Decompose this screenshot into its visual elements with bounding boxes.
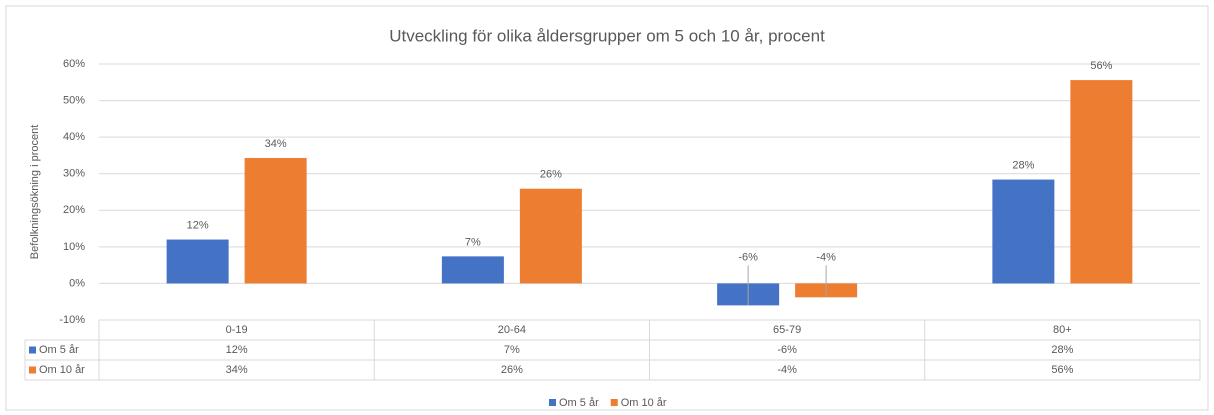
table-cell: 26% — [501, 364, 523, 376]
legend-label: Om 5 år — [559, 397, 599, 409]
table-cell: 12% — [226, 344, 248, 356]
bar — [244, 157, 307, 284]
y-axis-title: Befolkningsökning i procent — [29, 125, 41, 260]
x-tick-label: 80+ — [1053, 324, 1072, 336]
table-cell: 34% — [226, 364, 248, 376]
table-legend-key — [29, 346, 36, 354]
y-tick-label: 0% — [69, 277, 85, 289]
data-label: 26% — [540, 169, 562, 181]
table-cell: 7% — [504, 344, 520, 356]
data-label: 12% — [187, 219, 209, 231]
y-tick-label: 50% — [63, 94, 85, 106]
legend-key — [610, 399, 618, 406]
y-tick-label: 60% — [63, 58, 85, 70]
data-label: 34% — [265, 138, 287, 150]
data-label: -6% — [738, 251, 758, 263]
x-tick-label: 0-19 — [226, 324, 248, 336]
chart-title: Utveckling för olika åldersgrupper om 5 … — [389, 26, 825, 45]
data-label: 56% — [1090, 60, 1112, 72]
bar — [992, 179, 1055, 284]
data-label: 28% — [1012, 159, 1034, 171]
table-legend-key — [29, 366, 36, 374]
table-series-name: Om 5 år — [39, 344, 79, 356]
data-label: -4% — [816, 251, 836, 263]
legend-label: Om 10 år — [621, 397, 667, 409]
y-tick-label: 20% — [63, 204, 85, 216]
y-tick-label: -10% — [59, 314, 85, 326]
table-cell: -6% — [777, 344, 797, 356]
y-tick-label: 10% — [63, 241, 85, 253]
bar — [166, 239, 229, 284]
bar — [519, 188, 582, 284]
x-tick-label: 65-79 — [773, 324, 801, 336]
legend-key — [549, 399, 556, 406]
table-cell: 28% — [1051, 344, 1073, 356]
bar — [1070, 80, 1133, 284]
bar — [441, 256, 504, 284]
data-label: 7% — [465, 236, 481, 248]
y-tick-label: 40% — [63, 131, 85, 143]
table-series-name: Om 10 år — [39, 364, 85, 376]
table-cell: -4% — [777, 364, 797, 376]
table-cell: 56% — [1051, 364, 1073, 376]
x-tick-label: 20-64 — [498, 324, 526, 336]
y-tick-label: 30% — [63, 168, 85, 180]
